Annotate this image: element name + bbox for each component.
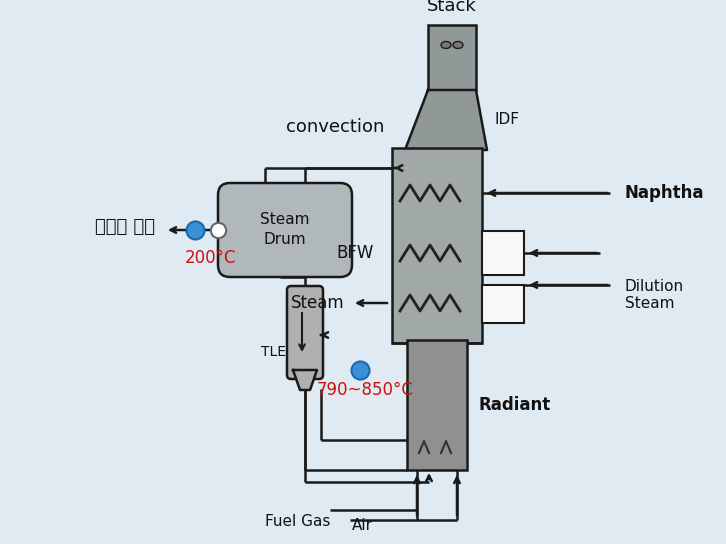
Text: BFW: BFW: [337, 244, 374, 262]
Text: Air: Air: [352, 517, 373, 533]
Text: Fuel Gas: Fuel Gas: [264, 515, 330, 529]
Ellipse shape: [441, 41, 451, 48]
Text: 790~850°C: 790~850°C: [317, 381, 413, 399]
Text: Dilution
Steam: Dilution Steam: [625, 279, 684, 311]
Bar: [428, 25, 476, 90]
Text: Stack: Stack: [427, 0, 477, 15]
Text: 열분해 가스: 열분해 가스: [95, 218, 155, 236]
Text: 200°C: 200°C: [184, 249, 236, 267]
Bar: [482, 231, 524, 275]
Text: Steam: Steam: [260, 213, 310, 227]
Polygon shape: [293, 370, 317, 390]
Text: IDF: IDF: [495, 113, 520, 127]
Bar: [482, 285, 524, 323]
FancyBboxPatch shape: [218, 183, 352, 277]
Text: Naphtha: Naphtha: [625, 184, 704, 202]
Text: convection: convection: [285, 118, 384, 136]
Polygon shape: [405, 90, 487, 150]
Text: Drum: Drum: [264, 232, 306, 248]
Bar: [392, 148, 482, 343]
Text: TLE: TLE: [261, 345, 286, 359]
Ellipse shape: [453, 41, 463, 48]
Text: Radiant: Radiant: [479, 396, 551, 414]
FancyBboxPatch shape: [287, 286, 323, 379]
Text: Steam: Steam: [290, 294, 344, 312]
Bar: [407, 340, 467, 470]
